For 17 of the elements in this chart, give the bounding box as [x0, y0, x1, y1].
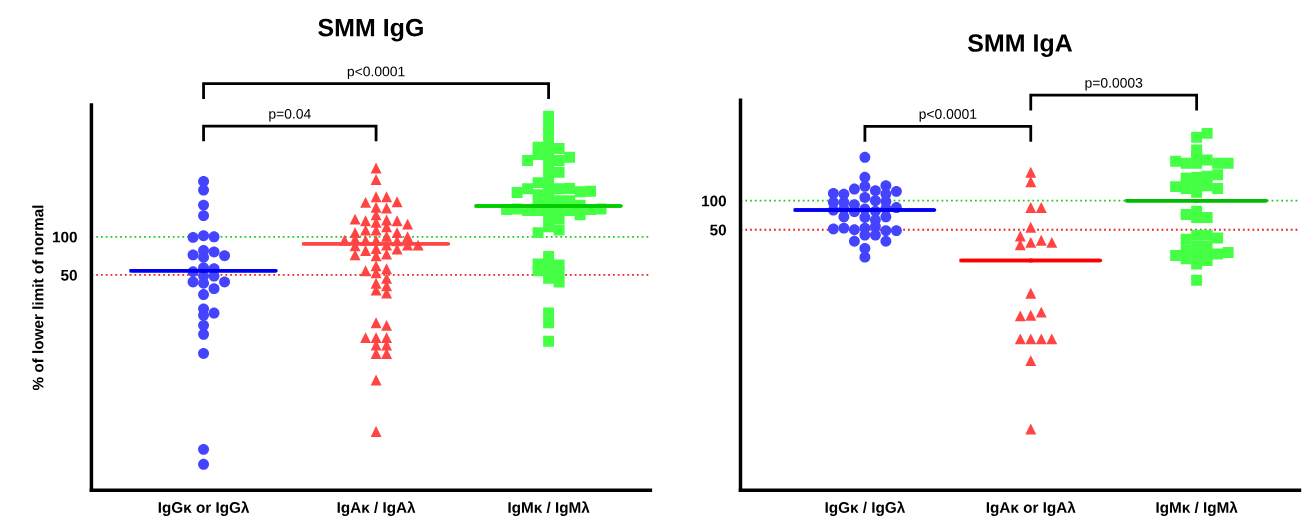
chart-title: SMM IgA [967, 34, 1073, 57]
y-tick-label: 50 [710, 224, 726, 236]
x-tick-label: IgMκ / IgMλ [508, 501, 590, 516]
x-tick-label: IgMκ / IgMλ [1156, 501, 1238, 516]
annotation: p<0.0001 [919, 109, 977, 122]
y-tick-label: 100 [53, 231, 77, 243]
y-tick-label: 50 [61, 269, 77, 281]
x-tick-label: IgGκ or IgGλ [158, 501, 250, 516]
text: p=0.0003 [1085, 77, 1143, 91]
annotation: p=0.04 [269, 108, 311, 122]
x-tick-label: IgAκ / IgAλ [337, 501, 416, 516]
y-axis-title: % of lower limit of normal [32, 205, 44, 391]
x-tick-label: IgGκ / IgGλ [825, 501, 906, 516]
text: p<0.0001 [347, 66, 405, 80]
x-tick-label: IgAκ or IgAλ [986, 501, 1076, 516]
y-tick-label: 100 [702, 195, 726, 207]
chart-title: SMM IgG [318, 18, 423, 42]
